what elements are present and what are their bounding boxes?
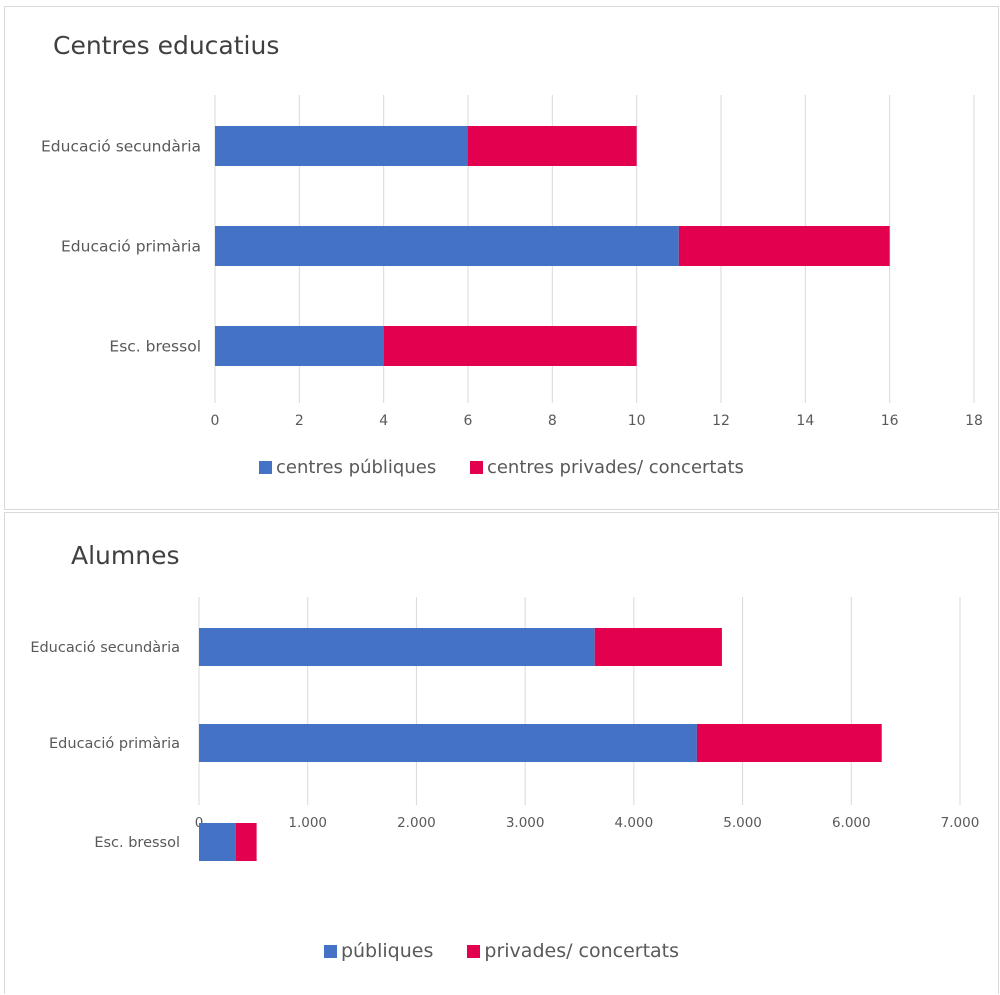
chart-centres-educatius: Centres educatius 0 2 4 6 8 10 12 14 16 18 Educaci… — [4, 6, 999, 510]
legend-label-public: públiques — [340, 940, 434, 962]
legend-label-private: centres privades/ concertats — [486, 457, 744, 478]
x-tick-label: 6 — [464, 413, 473, 429]
x-tick-label: 16 — [881, 413, 899, 429]
x-tick-label: 10 — [628, 413, 646, 429]
x-tick-label: 1.000 — [288, 815, 327, 831]
x-tick-label: 7.000 — [941, 815, 980, 831]
bar-segment-public — [199, 823, 236, 861]
bar-segment-private — [594, 628, 722, 666]
chart-legend: públiques privades/ concertats — [5, 940, 998, 962]
bar-segment-public — [215, 126, 468, 166]
legend-item-public: centres públiques — [259, 457, 436, 478]
legend-label-private: privades/ concertats — [484, 940, 680, 962]
chart-plot-area: 0 2 4 6 8 10 12 14 16 18 Educació secundària Educac… — [41, 95, 983, 429]
legend-item-public: públiques — [323, 940, 434, 962]
category-label: Educació primària — [61, 238, 201, 256]
legend-swatch-private — [467, 945, 481, 958]
chart-legend: centres públiques centres privades/ conc… — [5, 457, 998, 478]
bar-segment-private — [678, 226, 890, 266]
chart-title: Alumnes — [71, 541, 180, 570]
x-tick-label: 0 — [211, 413, 220, 429]
x-tick-label: 5.000 — [723, 815, 762, 831]
bar-segment-public — [199, 628, 595, 666]
bar-segment-public — [215, 326, 384, 366]
bar-segment-public — [199, 724, 697, 762]
legend-item-private: centres privades/ concertats — [469, 457, 744, 478]
legend-item-private: privades/ concertats — [467, 940, 679, 962]
x-tick-label: 4.000 — [615, 815, 654, 831]
category-label: Educació secundària — [41, 138, 201, 156]
x-tick-label: 2.000 — [397, 815, 436, 831]
bar-segment-public — [215, 226, 679, 266]
bar-segment-private — [235, 823, 257, 861]
x-tick-label: 14 — [796, 413, 814, 429]
x-tick-label: 12 — [712, 413, 730, 429]
category-label: Esc. bressol — [109, 338, 201, 356]
legend-swatch-private — [469, 461, 483, 474]
x-tick-label: 6.000 — [832, 815, 871, 831]
chart-alumnes: Alumnes 01.0002.0003.0004.0005.0006.0007… — [4, 512, 999, 994]
legend-swatch-public — [259, 461, 273, 474]
chart-plot-area: 01.0002.0003.0004.0005.0006.0007.000Educ… — [30, 597, 980, 861]
x-tick-label: 18 — [965, 413, 983, 429]
legend-label-public: centres públiques — [276, 457, 437, 478]
category-label: Esc. bressol — [94, 835, 180, 851]
x-tick-label: 4 — [379, 413, 388, 429]
bar-segment-private — [696, 724, 882, 762]
x-tick-label: 2 — [295, 413, 304, 429]
bar-segment-private — [383, 326, 637, 366]
legend-swatch-public — [323, 945, 337, 958]
x-tick-label: 8 — [548, 413, 557, 429]
category-label: Educació secundària — [30, 640, 180, 656]
bar-segment-private — [468, 126, 637, 166]
x-tick-label: 3.000 — [506, 815, 545, 831]
chart-title: Centres educatius — [53, 31, 280, 60]
category-label: Educació primària — [49, 736, 180, 752]
